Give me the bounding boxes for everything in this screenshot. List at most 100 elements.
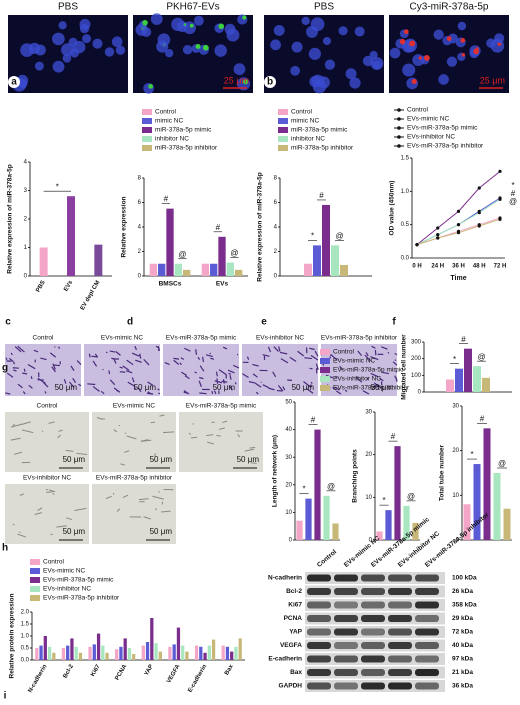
bar — [61, 648, 66, 660]
cell — [135, 359, 142, 363]
bar — [158, 651, 162, 660]
cell — [133, 387, 136, 390]
tube — [50, 533, 53, 536]
image-label: EVs-inhibitor NC — [256, 335, 304, 342]
y-tick-label: 30 — [365, 410, 372, 416]
bar — [483, 428, 491, 540]
protein-label: N-cadherin — [268, 575, 302, 582]
band — [334, 669, 358, 676]
nucleus — [270, 39, 281, 51]
legend-label: Control — [155, 109, 177, 116]
tube — [37, 507, 43, 511]
tube — [57, 434, 61, 439]
cell — [227, 369, 235, 374]
y-tick-label: 8 — [138, 176, 142, 182]
band — [307, 588, 331, 595]
tube — [218, 427, 225, 430]
cell — [5, 392, 11, 395]
cell — [105, 351, 108, 354]
nucleus — [457, 21, 467, 31]
tube — [161, 501, 164, 505]
bar — [473, 464, 481, 540]
signal — [446, 36, 452, 41]
nucleus — [369, 50, 378, 60]
cell — [134, 345, 138, 351]
bar — [149, 263, 158, 276]
protein-label: PCNA — [284, 615, 303, 622]
cell — [272, 371, 277, 378]
bar — [314, 429, 321, 540]
nucleus — [412, 54, 425, 67]
cell — [395, 377, 398, 382]
nucleus — [157, 33, 171, 47]
bar — [482, 377, 490, 392]
stat-annotation: # — [311, 416, 316, 425]
letter-badge — [8, 76, 20, 88]
cell — [42, 381, 49, 388]
tube — [21, 429, 34, 434]
band — [361, 574, 385, 582]
signal — [423, 55, 430, 61]
legend-label: inhibitor NC — [155, 136, 189, 143]
legend-swatch — [30, 559, 40, 565]
cell — [173, 359, 180, 365]
nucleus — [372, 60, 382, 70]
bar — [172, 644, 176, 660]
band — [307, 615, 331, 622]
cell — [228, 372, 232, 375]
y-tick-label: 6 — [274, 200, 278, 206]
nucleus — [233, 63, 246, 76]
legend-label: miR-378a-5p inhibitor — [291, 145, 354, 152]
cell — [221, 380, 228, 383]
cell — [228, 385, 233, 391]
cell — [273, 346, 279, 352]
tube — [46, 491, 55, 493]
signal — [461, 53, 466, 57]
cell — [211, 390, 214, 395]
x-tick-label: EV depl CM — [80, 280, 102, 312]
nucleus — [438, 74, 449, 85]
bar — [331, 245, 339, 276]
cell — [17, 383, 23, 389]
scale-label: 50 μm — [292, 383, 315, 392]
nucleus — [291, 41, 303, 53]
cell — [14, 346, 22, 353]
cell — [108, 370, 111, 375]
protein-label: GAPDH — [279, 683, 303, 690]
y-tick-label: 0 — [138, 274, 142, 280]
cell — [202, 356, 205, 363]
band — [388, 588, 412, 595]
panel-letter: g — [2, 363, 8, 374]
cell — [364, 354, 371, 362]
cell — [255, 391, 259, 395]
cell — [314, 350, 319, 357]
nucleus — [322, 36, 332, 46]
y-tick-label: 0.5 — [401, 222, 410, 228]
bar — [145, 642, 150, 660]
signal — [399, 38, 406, 45]
tube — [122, 494, 129, 499]
size-label: 40 kDa — [452, 642, 473, 649]
nucleus — [28, 42, 41, 54]
bar — [43, 636, 47, 660]
nucleus — [17, 79, 28, 89]
signal — [142, 19, 148, 26]
scale-label: 50 μm — [150, 527, 173, 536]
tube — [45, 488, 48, 491]
x-tick-label: 72 H — [494, 264, 507, 270]
bar — [203, 652, 207, 660]
tube — [124, 450, 130, 453]
cell — [10, 352, 13, 356]
x-axis-label: Time — [450, 275, 466, 282]
nucleus — [433, 29, 444, 40]
bar — [376, 531, 383, 540]
bar — [493, 473, 501, 540]
cell — [381, 371, 389, 375]
tube — [162, 431, 175, 434]
micrograph — [179, 412, 263, 472]
cell — [229, 375, 232, 380]
bar — [218, 236, 226, 276]
tube — [216, 434, 221, 437]
band — [361, 669, 385, 676]
nucleus — [52, 32, 65, 46]
